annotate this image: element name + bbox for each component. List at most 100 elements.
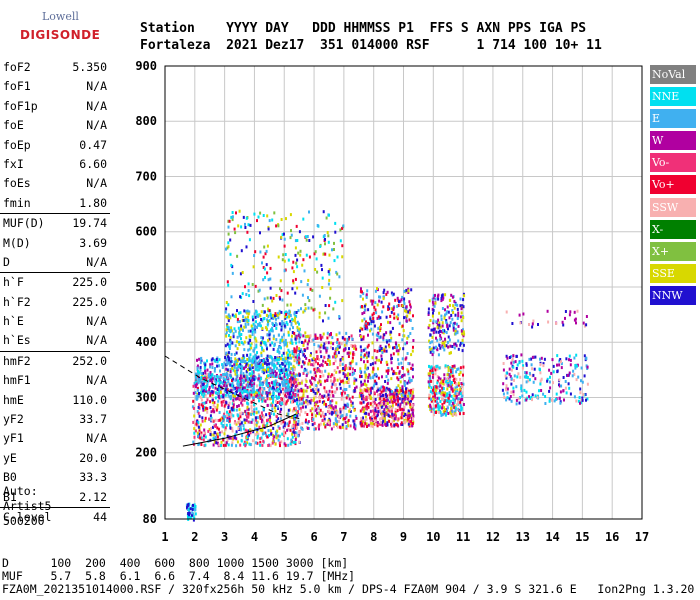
- x-tick-label: 16: [605, 530, 619, 544]
- data-point: [247, 282, 250, 286]
- data-point: [295, 431, 298, 435]
- data-point: [430, 399, 433, 403]
- data-point: [403, 316, 405, 320]
- data-point: [297, 396, 300, 400]
- legend-item: X-: [650, 219, 696, 239]
- data-point: [388, 414, 391, 418]
- data-point: [442, 382, 445, 386]
- data-point: [218, 378, 221, 382]
- data-point: [531, 393, 534, 397]
- data-point: [382, 338, 385, 342]
- data-point: [242, 427, 245, 431]
- data-point: [441, 413, 444, 417]
- data-point: [460, 329, 463, 333]
- data-point: [318, 412, 321, 416]
- data-point: [432, 321, 435, 325]
- data-point: [189, 507, 192, 511]
- data-point: [257, 355, 260, 359]
- data-point: [251, 327, 254, 331]
- data-point: [363, 411, 366, 415]
- data-point: [199, 436, 202, 440]
- data-point: [380, 360, 382, 364]
- data-point: [287, 423, 290, 427]
- data-point: [238, 377, 241, 381]
- data-point: [336, 366, 339, 370]
- data-point: [285, 362, 288, 366]
- data-point: [200, 387, 203, 391]
- data-point: [308, 339, 311, 343]
- data-point: [276, 429, 279, 433]
- data-point: [333, 248, 335, 251]
- data-point: [429, 333, 432, 337]
- data-point: [253, 422, 256, 426]
- data-point: [364, 347, 367, 351]
- data-point: [285, 395, 288, 399]
- data-point: [248, 383, 251, 387]
- data-point: [312, 363, 315, 367]
- data-point: [369, 395, 372, 399]
- data-point: [360, 338, 363, 342]
- data-point: [286, 369, 289, 373]
- data-point: [436, 379, 439, 383]
- data-point: [228, 345, 231, 349]
- data-point: [265, 378, 268, 382]
- data-point: [448, 316, 451, 320]
- data-point: [343, 388, 346, 391]
- data-point: [341, 425, 344, 429]
- data-point: [438, 391, 441, 395]
- data-point: [220, 403, 223, 407]
- data-point: [319, 245, 322, 248]
- data-point: [305, 374, 308, 378]
- data-point: [302, 394, 305, 397]
- data-point: [267, 368, 269, 372]
- data-point: [313, 406, 316, 410]
- data-point: [462, 412, 465, 415]
- data-point: [440, 314, 443, 318]
- data-point: [435, 320, 438, 324]
- data-point: [205, 406, 208, 410]
- data-point: [397, 362, 400, 366]
- data-point: [455, 322, 458, 326]
- data-point: [553, 399, 556, 403]
- data-point: [410, 353, 413, 357]
- data-point: [427, 372, 430, 376]
- data-point: [191, 508, 194, 511]
- data-point: [280, 368, 283, 372]
- data-point: [314, 401, 317, 405]
- data-point: [353, 419, 356, 423]
- data-point: [282, 322, 285, 325]
- data-point: [405, 305, 408, 309]
- data-point: [538, 389, 540, 393]
- data-point: [246, 405, 249, 409]
- data-point: [294, 321, 297, 325]
- data-point: [288, 315, 291, 319]
- data-point: [387, 320, 389, 324]
- data-point: [436, 400, 438, 404]
- data-point: [264, 431, 267, 435]
- data-point: [213, 440, 216, 444]
- data-point: [199, 395, 202, 399]
- data-point: [266, 435, 269, 439]
- data-point: [391, 412, 394, 416]
- data-point: [453, 406, 456, 410]
- data-point: [583, 374, 586, 378]
- data-point: [299, 333, 302, 337]
- data-point: [565, 391, 568, 395]
- data-point: [446, 325, 449, 329]
- data-point: [428, 384, 431, 388]
- data-point: [309, 379, 312, 383]
- data-point: [347, 355, 350, 358]
- data-point: [266, 419, 268, 423]
- data-point: [335, 422, 338, 426]
- data-point: [301, 427, 304, 431]
- data-point: [206, 391, 209, 395]
- data-point: [347, 351, 350, 355]
- data-point: [362, 382, 365, 386]
- data-point: [448, 338, 451, 342]
- data-point: [240, 395, 243, 399]
- data-point: [256, 356, 258, 360]
- data-point: [319, 350, 322, 354]
- data-point: [255, 418, 257, 422]
- data-point: [272, 334, 275, 338]
- footer-muf-row: MUF 5.7 5.8 6.1 6.6 7.4 8.4 11.6 19.7 [M…: [2, 568, 356, 583]
